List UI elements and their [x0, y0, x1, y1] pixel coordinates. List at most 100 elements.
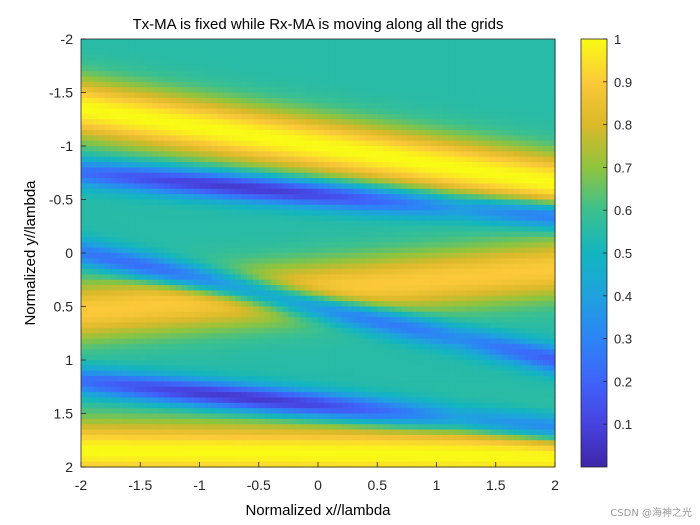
heatmap-cell — [430, 322, 438, 329]
heatmap-cell — [235, 97, 242, 104]
heatmap-cell — [211, 167, 218, 174]
heatmap-cell — [323, 236, 331, 243]
heatmap-cell — [525, 354, 532, 361]
heatmap-cell — [418, 301, 426, 308]
heatmap-cell — [140, 274, 147, 281]
heatmap-cell — [158, 65, 165, 72]
heatmap-cell — [318, 263, 325, 270]
heatmap-cell — [543, 349, 550, 356]
heatmap-cell — [187, 188, 195, 195]
heatmap-cell — [507, 343, 515, 350]
heatmap-cell — [466, 258, 473, 265]
heatmap-cell — [424, 92, 432, 99]
heatmap-cell — [353, 97, 361, 104]
heatmap-cell — [371, 327, 378, 334]
heatmap-cell — [400, 295, 408, 302]
heatmap-cell — [104, 92, 112, 99]
heatmap-cell — [400, 220, 408, 227]
heatmap-cell — [323, 247, 331, 254]
heatmap-cell — [92, 290, 100, 297]
heatmap-cell — [258, 97, 266, 104]
heatmap-cell — [460, 263, 467, 270]
heatmap-cell — [436, 156, 444, 163]
heatmap-cell — [86, 140, 94, 147]
heatmap-cell — [442, 140, 449, 147]
heatmap-cell — [507, 360, 515, 366]
heatmap-cell — [477, 39, 485, 45]
heatmap-cell — [235, 44, 242, 51]
heatmap-cell — [501, 360, 509, 366]
heatmap-cell — [436, 338, 444, 345]
heatmap-cell — [406, 60, 414, 67]
heatmap-cell — [104, 60, 112, 67]
heatmap-cell — [240, 135, 248, 142]
heatmap-cell — [235, 343, 242, 350]
heatmap-cell — [460, 269, 467, 275]
heatmap-cell — [436, 162, 444, 168]
heatmap-cell — [400, 39, 408, 45]
heatmap-cell — [412, 76, 420, 83]
heatmap-cell — [395, 301, 402, 308]
heatmap-cell — [252, 333, 260, 340]
heatmap-cell — [252, 354, 260, 361]
heatmap-cell — [383, 220, 390, 227]
heatmap-cell — [282, 269, 289, 275]
heatmap-cell — [472, 39, 479, 45]
heatmap-cell — [246, 269, 254, 275]
heatmap-cell — [217, 327, 224, 334]
heatmap-cell — [258, 301, 266, 308]
heatmap-cell — [92, 135, 100, 142]
heatmap-cell — [312, 311, 319, 318]
heatmap-cell — [86, 285, 94, 292]
heatmap-cell — [235, 370, 242, 377]
heatmap-cell — [270, 301, 278, 308]
heatmap-cell — [483, 81, 491, 88]
heatmap-cell — [525, 178, 532, 185]
heatmap-cell — [335, 231, 343, 238]
heatmap-cell — [406, 322, 414, 329]
heatmap-cell — [252, 113, 260, 120]
heatmap-cell — [134, 322, 141, 329]
heatmap-cell — [270, 71, 278, 78]
heatmap-cell — [223, 247, 230, 254]
heatmap-cell — [442, 269, 449, 275]
heatmap-cell — [489, 301, 497, 308]
heatmap-cell — [418, 354, 426, 361]
heatmap-cell — [406, 81, 414, 88]
heatmap-cell — [199, 370, 207, 377]
heatmap-cell — [519, 65, 526, 72]
heatmap-cell — [152, 76, 159, 83]
heatmap-cell — [205, 71, 212, 78]
heatmap-cell — [288, 71, 295, 78]
heatmap-cell — [448, 124, 455, 131]
heatmap-cell — [294, 113, 301, 120]
heatmap-cell — [158, 39, 165, 45]
heatmap-cell — [211, 349, 218, 356]
heatmap-cell — [175, 81, 183, 88]
heatmap-cell — [116, 231, 124, 238]
heatmap-cell — [288, 322, 295, 329]
heatmap-cell — [205, 360, 212, 366]
heatmap-cell — [359, 60, 366, 67]
heatmap-cell — [199, 49, 207, 56]
heatmap-cell — [448, 113, 455, 120]
heatmap-cell — [175, 188, 183, 195]
heatmap-cell — [92, 231, 100, 238]
heatmap-cell — [98, 295, 106, 302]
heatmap-cell — [353, 333, 361, 340]
heatmap-cell — [211, 194, 218, 201]
heatmap-cell — [383, 87, 390, 94]
heatmap-cell — [318, 295, 325, 302]
heatmap-cell — [341, 71, 349, 78]
heatmap-cell — [537, 97, 544, 104]
heatmap-cell — [406, 87, 414, 94]
heatmap-cell — [400, 253, 408, 259]
heatmap-cell — [258, 274, 266, 281]
heatmap-cell — [507, 226, 515, 233]
heatmap-cell — [436, 129, 444, 136]
heatmap-cell — [507, 44, 515, 51]
heatmap-cell — [531, 311, 538, 318]
heatmap-cell — [110, 129, 118, 136]
heatmap-cell — [430, 295, 438, 302]
heatmap-cell — [146, 279, 153, 286]
